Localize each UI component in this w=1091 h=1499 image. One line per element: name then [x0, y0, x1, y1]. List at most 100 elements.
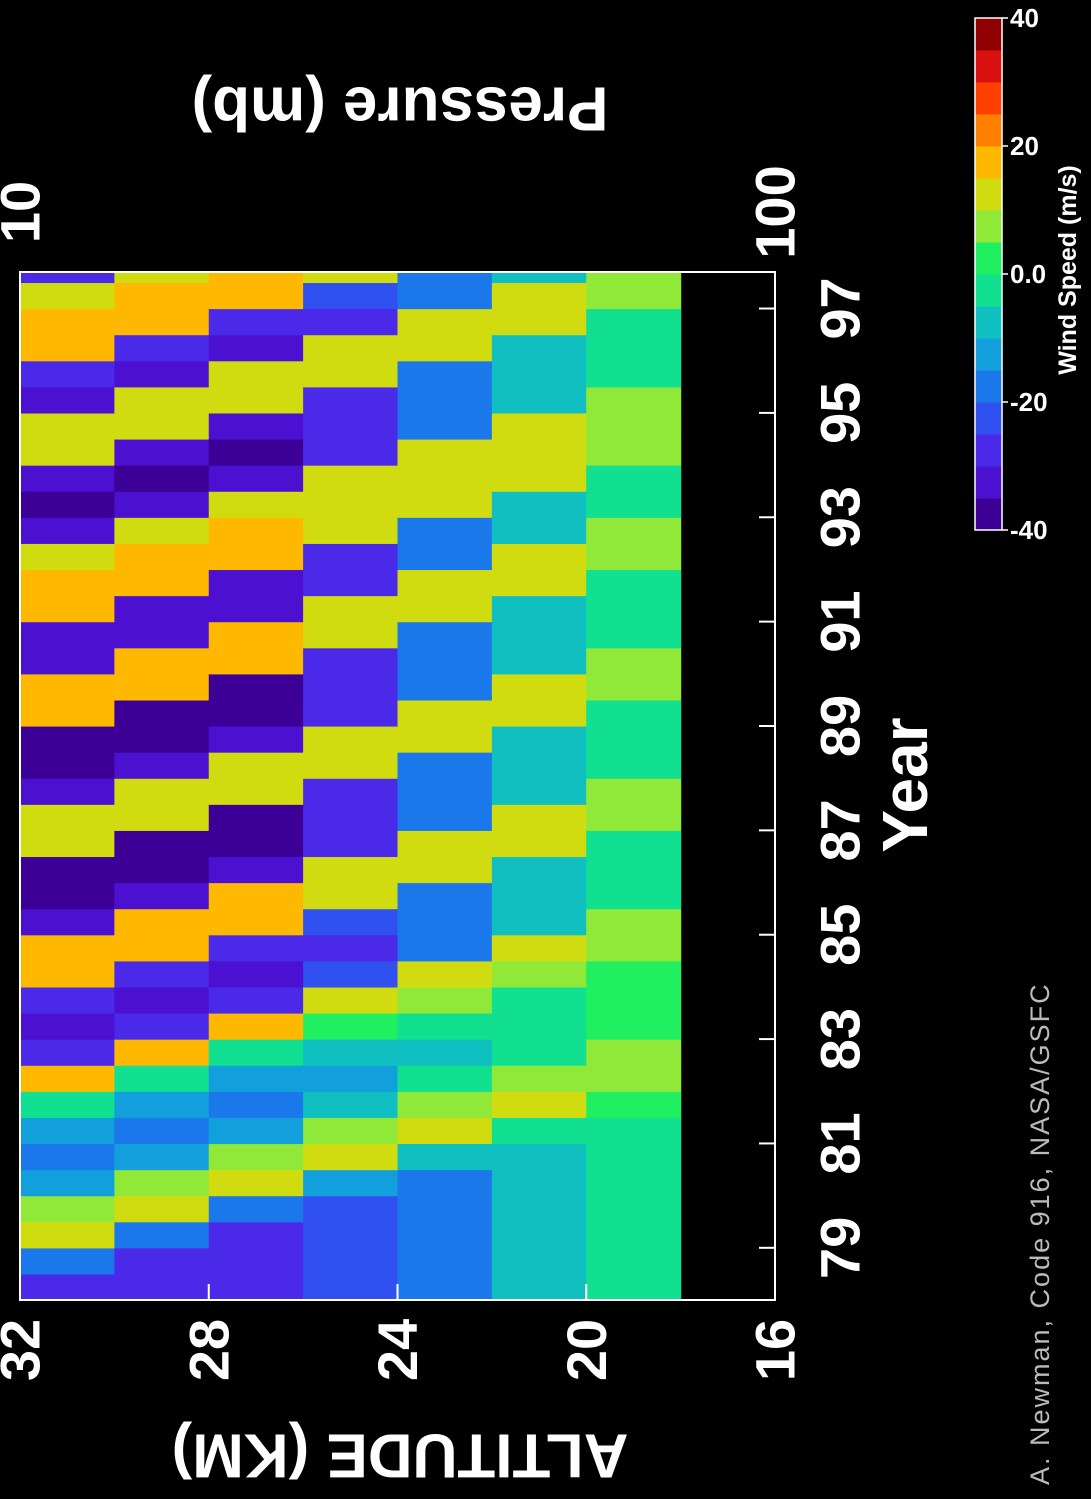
heatmap-cell — [114, 986, 210, 1014]
heatmap-cell — [114, 804, 210, 831]
heatmap-cell — [491, 491, 587, 518]
heatmap-cell — [303, 699, 399, 727]
heatmap-cell — [303, 465, 399, 492]
heatmap-cell — [20, 412, 115, 440]
heatmap-cell — [491, 569, 587, 597]
x-tick-label: 95 — [809, 382, 872, 444]
heatmap-cell — [20, 1273, 115, 1300]
heatmap-cell — [208, 491, 304, 518]
heatmap-cell — [586, 1221, 682, 1249]
heatmap-cell — [208, 360, 304, 388]
heatmap-cell — [491, 778, 587, 805]
heatmap-cell — [114, 1273, 210, 1300]
heatmap-cell — [397, 1195, 493, 1223]
heatmap-cell — [208, 282, 304, 310]
colorbar-label: Wind Speed (m/s) — [1054, 165, 1082, 375]
colorbar-tick-label: 0.0 — [1010, 259, 1046, 289]
heatmap-cell — [114, 1221, 210, 1249]
heatmap-cell — [303, 272, 399, 284]
heatmap-cell — [491, 517, 587, 544]
colorbar-swatch — [975, 466, 1002, 499]
heatmap-cell — [586, 673, 682, 701]
heatmap-cell — [397, 272, 493, 284]
heatmap-cell — [20, 595, 115, 623]
heatmap-cell — [586, 1065, 682, 1092]
credit: A. Newman, Code 916, NASA/GSFC — [1025, 982, 1055, 1485]
heatmap-cell — [397, 543, 493, 571]
heatmap-cell — [208, 569, 304, 597]
heatmap-cell — [20, 778, 115, 805]
heatmap-cell — [586, 934, 682, 962]
heatmap-cell — [208, 778, 304, 805]
heatmap-cell — [303, 1091, 399, 1118]
colorbar-swatch — [975, 210, 1002, 243]
heatmap-cell — [20, 465, 115, 492]
heatmap-cell — [491, 621, 587, 649]
heatmap-cell — [114, 438, 210, 466]
heatmap-cell — [20, 1039, 115, 1066]
heatmap-cell — [303, 725, 399, 753]
heatmap-cell — [586, 282, 682, 310]
heatmap-cell — [586, 569, 682, 597]
heatmap-cell — [397, 517, 493, 544]
heatmap-cell — [491, 804, 587, 831]
heatmap-cell — [586, 517, 682, 544]
x-tick-label: 93 — [809, 486, 872, 548]
x-axis-label: Year — [869, 717, 941, 852]
heatmap-cell — [208, 1065, 304, 1092]
heatmap-cell — [114, 778, 210, 805]
heatmap-cell — [20, 1012, 115, 1040]
heatmap-cell — [397, 778, 493, 805]
heatmap-cell — [586, 308, 682, 336]
x-tick-label: 81 — [809, 1112, 872, 1174]
colorbar-tick-label: -20 — [1010, 387, 1048, 417]
heatmap-cell — [303, 1273, 399, 1300]
colorbar-tick-label: -40 — [1010, 515, 1048, 545]
heatmap-cell — [491, 673, 587, 701]
heatmap-cell — [586, 1143, 682, 1171]
heatmap-cell — [586, 908, 682, 936]
heatmap-cell — [114, 308, 210, 336]
heatmap-cell — [303, 1221, 399, 1249]
heatmap-cell — [397, 491, 493, 518]
heatmap-cell — [20, 699, 115, 727]
heatmap-cell — [114, 1065, 210, 1092]
heatmap-cell — [491, 282, 587, 310]
heatmap-cell — [586, 438, 682, 466]
heatmap-cell — [208, 1012, 304, 1040]
x-tick-label: 97 — [809, 277, 872, 339]
heatmap-cell — [397, 1012, 493, 1040]
heatmap-cell — [397, 725, 493, 753]
heatmap-cell — [20, 1091, 115, 1118]
heatmap-cell — [114, 1143, 210, 1171]
y2-axis-label: Pressure (mb) — [192, 74, 609, 143]
heatmap-cell — [114, 517, 210, 544]
heatmap-cell — [208, 621, 304, 649]
heatmap-cell — [20, 272, 115, 284]
heatmap-cell — [491, 699, 587, 727]
heatmap-cell — [303, 621, 399, 649]
heatmap-cell — [208, 272, 304, 284]
heatmap-cell — [397, 621, 493, 649]
heatmap-cell — [397, 1039, 493, 1066]
heatmap-cell — [208, 386, 304, 414]
heatmap-cell — [397, 699, 493, 727]
heatmap-cell — [114, 272, 210, 284]
heatmap-cell — [397, 1221, 493, 1249]
heatmap-cell — [397, 960, 493, 988]
heatmap-cell — [397, 882, 493, 910]
heatmap-cell — [114, 752, 210, 779]
heatmap-cell — [303, 360, 399, 388]
heatmap-cell — [397, 465, 493, 492]
heatmap-cell — [114, 543, 210, 571]
heatmap-cell — [208, 308, 304, 336]
heatmap-cell — [586, 1012, 682, 1040]
heatmap-cell — [491, 386, 587, 414]
heatmap-cell — [114, 412, 210, 440]
heatmap-cell — [397, 752, 493, 779]
heatmap-cell — [491, 1012, 587, 1040]
heatmap-cell — [397, 986, 493, 1014]
heatmap-cell — [114, 1247, 210, 1275]
heatmap-cell — [397, 1247, 493, 1275]
heatmap-cell — [397, 830, 493, 858]
